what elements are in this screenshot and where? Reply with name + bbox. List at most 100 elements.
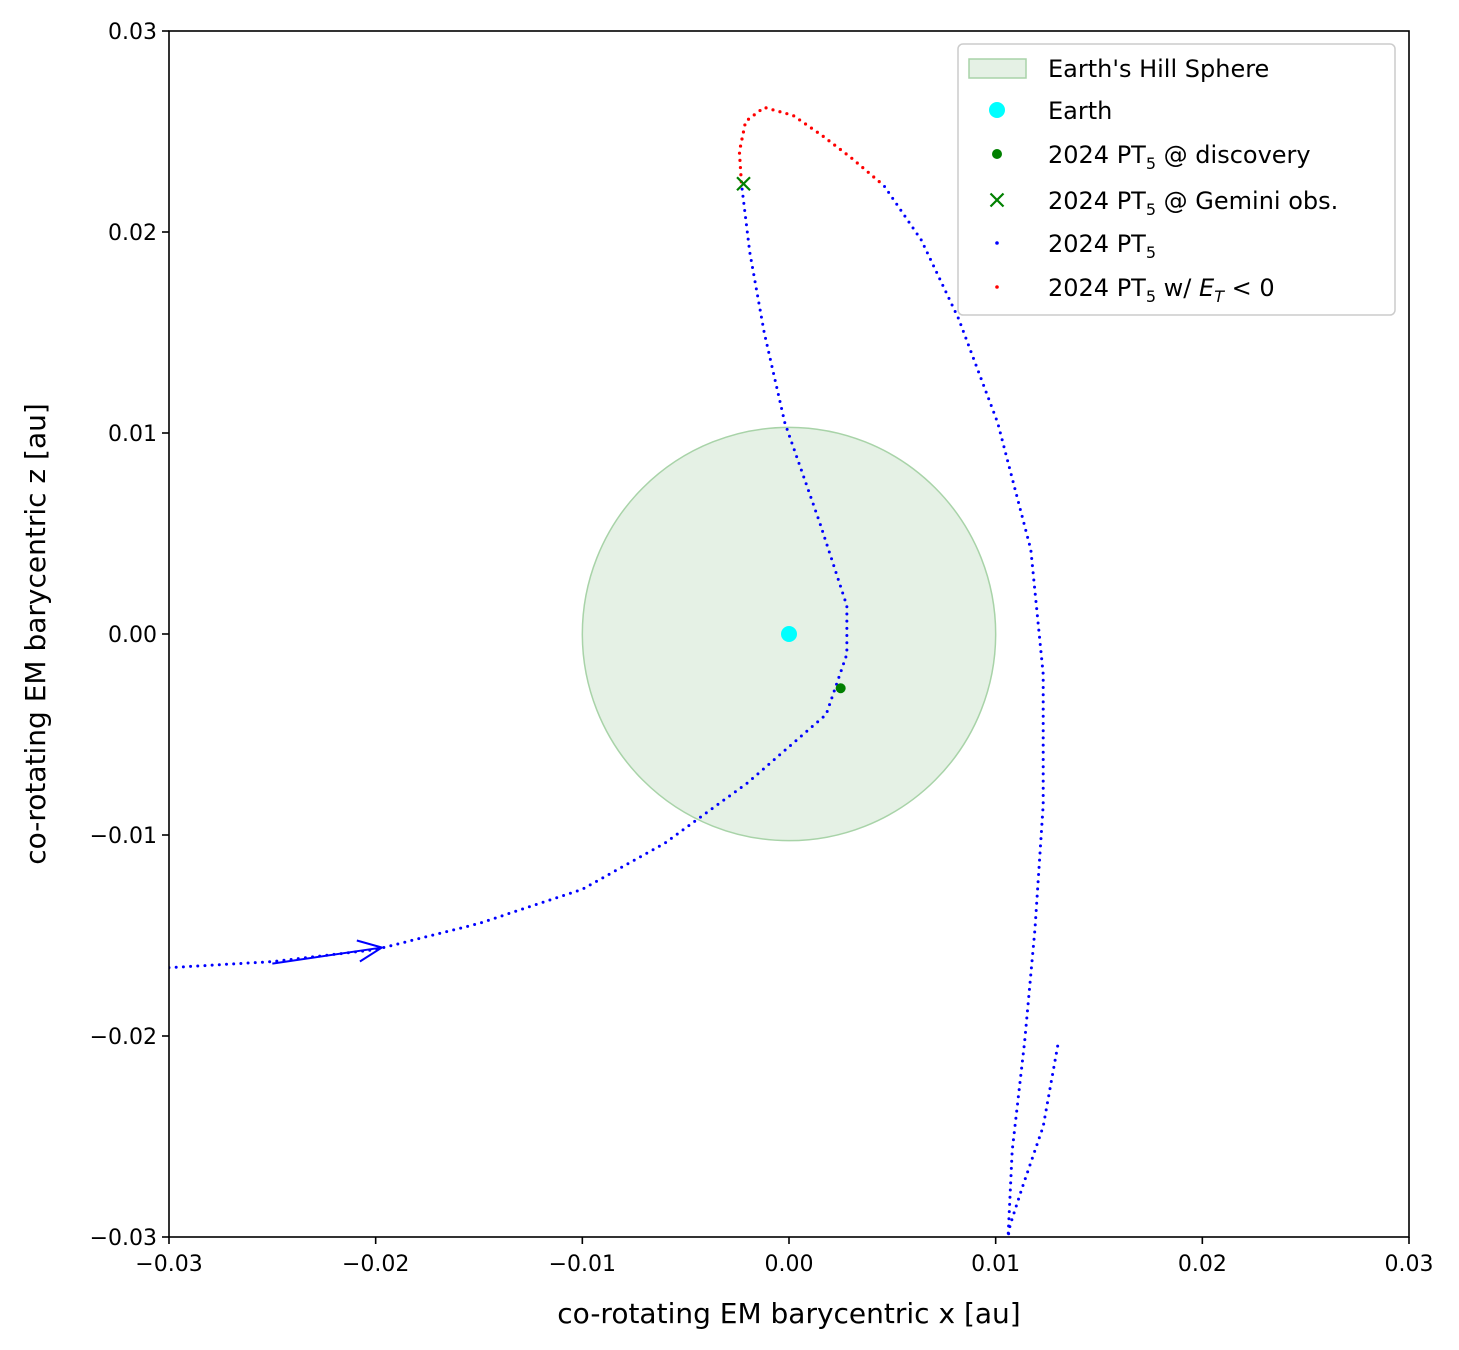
- trajectory-point: [1018, 1080, 1022, 1084]
- trajectory-point: [844, 655, 848, 659]
- trajectory-point: [742, 201, 746, 205]
- trajectory-point: [1033, 1149, 1037, 1153]
- trajectory-point: [764, 336, 768, 340]
- trajectory-point: [950, 303, 954, 307]
- trajectory-point: [751, 266, 755, 270]
- trajectory-point: [1056, 1044, 1060, 1048]
- legend: Earth's Hill Sphere Earth 2024 PT5 @ disco…: [957, 43, 1396, 316]
- trajectory-point-negative-energy: [764, 106, 768, 110]
- trajectory-point: [645, 851, 649, 855]
- trajectory-point: [1041, 707, 1045, 711]
- trajectory-point: [601, 876, 605, 880]
- trajectory-point: [1023, 1038, 1027, 1042]
- trajectory-point: [830, 696, 834, 700]
- trajectory-point: [548, 898, 552, 902]
- trajectory-point: [1013, 1123, 1017, 1127]
- trajectory-point: [473, 923, 477, 927]
- trajectory-point: [1018, 507, 1022, 511]
- trajectory-point: [1009, 1174, 1013, 1178]
- trajectory-point: [767, 350, 771, 354]
- trajectory-point: [765, 343, 769, 347]
- trajectory-point: [1030, 959, 1034, 963]
- trajectory-point: [757, 301, 761, 305]
- trajectory-point: [1009, 473, 1013, 477]
- trajectory-point: [480, 921, 484, 925]
- x-tick-label: 0.01: [971, 1252, 1020, 1277]
- legend-label: Earth: [1048, 97, 1112, 125]
- trajectory-point: [651, 848, 655, 852]
- trajectory-point: [382, 945, 386, 949]
- trajectory-point: [1041, 772, 1045, 776]
- trajectory-point: [1032, 578, 1036, 582]
- trajectory-point: [825, 709, 829, 713]
- trajectory-point-negative-energy: [877, 180, 881, 184]
- trajectory-point-negative-energy: [738, 165, 743, 170]
- trajectory-point-negative-energy: [844, 152, 848, 156]
- legend-entry: 2024 PT5 @ Gemini obs.: [989, 187, 1338, 219]
- trajectory-point-negative-energy: [821, 134, 825, 139]
- trajectory-point: [1051, 1072, 1055, 1076]
- trajectory-point: [210, 963, 214, 967]
- trajectory-point: [445, 930, 449, 934]
- x-tick-label: −0.03: [135, 1252, 202, 1277]
- trajectory-point: [1027, 995, 1031, 999]
- trajectory-point: [775, 385, 779, 389]
- trajectory-point: [762, 329, 766, 333]
- trajectory-point: [1021, 1183, 1025, 1187]
- trajectory-point: [728, 794, 732, 798]
- trajectory-point: [459, 926, 463, 930]
- trajectory-point: [1053, 1058, 1057, 1062]
- trajectory-point: [493, 916, 497, 920]
- trajectory-point: [396, 942, 400, 946]
- trajectory-point: [1022, 1045, 1026, 1049]
- trajectory-point: [1006, 459, 1010, 463]
- trajectory-point: [1014, 1116, 1018, 1120]
- trajectory-point: [1039, 837, 1043, 841]
- legend-earth-swatch: [989, 102, 1005, 118]
- trajectory-point: [575, 889, 579, 893]
- trajectory-point: [790, 441, 794, 445]
- trajectory-point: [657, 844, 661, 848]
- legend-entry: 2024 PT5 @ discovery: [992, 141, 1311, 173]
- trajectory-point-negative-energy: [815, 130, 819, 134]
- trajectory-point: [810, 725, 814, 729]
- trajectory-point: [741, 194, 745, 198]
- trajectory-point: [1052, 1065, 1056, 1069]
- trajectory-point: [744, 223, 748, 227]
- trajectory-point: [816, 516, 820, 520]
- trajectory-point: [974, 363, 978, 367]
- trajectory-point: [830, 557, 834, 561]
- trajectory-point: [1015, 1109, 1019, 1113]
- trajectory-point: [698, 815, 702, 819]
- trajectory-point: [1009, 1166, 1013, 1170]
- trajectory-point: [748, 251, 752, 255]
- trajectory-point-negative-energy: [752, 113, 756, 117]
- trajectory-point: [1041, 736, 1045, 740]
- trajectory-point: [925, 251, 929, 255]
- trajectory-point: [452, 928, 456, 932]
- trajectory-point-negative-energy: [743, 123, 747, 127]
- trajectory-point: [1035, 901, 1039, 905]
- trajectory-point-negative-energy: [771, 108, 775, 112]
- trajectory-point: [669, 836, 673, 840]
- legend-entry: 2024 PT5: [995, 230, 1156, 262]
- trajectory-point: [827, 550, 831, 554]
- legend-negative-energy-swatch: [995, 285, 999, 289]
- trajectory-point: [1025, 1009, 1029, 1013]
- trajectory-point-negative-energy: [827, 139, 831, 143]
- trajectory-point: [845, 648, 849, 652]
- trajectory-point: [809, 495, 813, 499]
- trajectory-point: [1033, 923, 1037, 927]
- trajectory-point: [203, 964, 207, 968]
- trajectory-point: [1021, 1052, 1025, 1056]
- trajectory-point: [486, 918, 490, 922]
- trajectory-point: [620, 865, 624, 869]
- trajectory-point: [956, 316, 960, 320]
- trajectory-point: [752, 273, 756, 277]
- trajectory-point: [232, 962, 236, 966]
- trajectory-point: [1040, 1129, 1044, 1133]
- trajectory-point: [1031, 952, 1035, 956]
- trajectory-point: [588, 883, 592, 887]
- trajectory-point: [964, 336, 968, 340]
